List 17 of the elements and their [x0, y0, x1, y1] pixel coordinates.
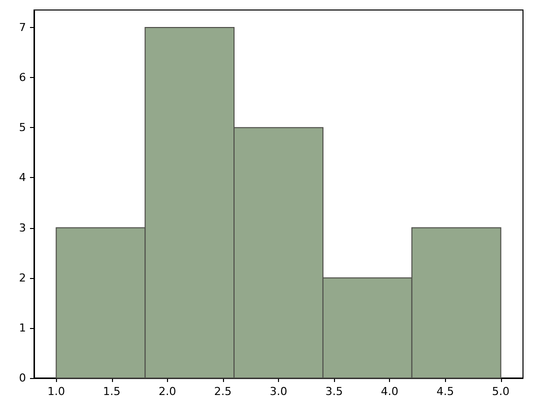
y-tick-label: 0 [19, 372, 26, 384]
y-tick-label: 6 [19, 71, 26, 84]
x-tick-label: 1.5 [103, 385, 121, 398]
x-tick-label: 1.0 [47, 385, 65, 398]
y-tick-label: 1 [19, 321, 26, 334]
x-tick-label: 5.0 [492, 385, 510, 398]
y-tick-label: 7 [19, 21, 26, 34]
x-tick-label: 4.5 [436, 385, 454, 398]
x-tick-label: 2.5 [214, 385, 232, 398]
y-tick-label: 3 [19, 221, 26, 234]
x-tick-label: 3.0 [270, 385, 288, 398]
x-tick-label: 2.0 [158, 385, 176, 398]
y-tick-label: 5 [19, 121, 26, 134]
y-tick-label: 2 [19, 271, 26, 284]
y-tick-label: 4 [19, 171, 26, 184]
x-tick-label: 3.5 [325, 385, 343, 398]
x-tick-label: 4.0 [380, 385, 398, 398]
